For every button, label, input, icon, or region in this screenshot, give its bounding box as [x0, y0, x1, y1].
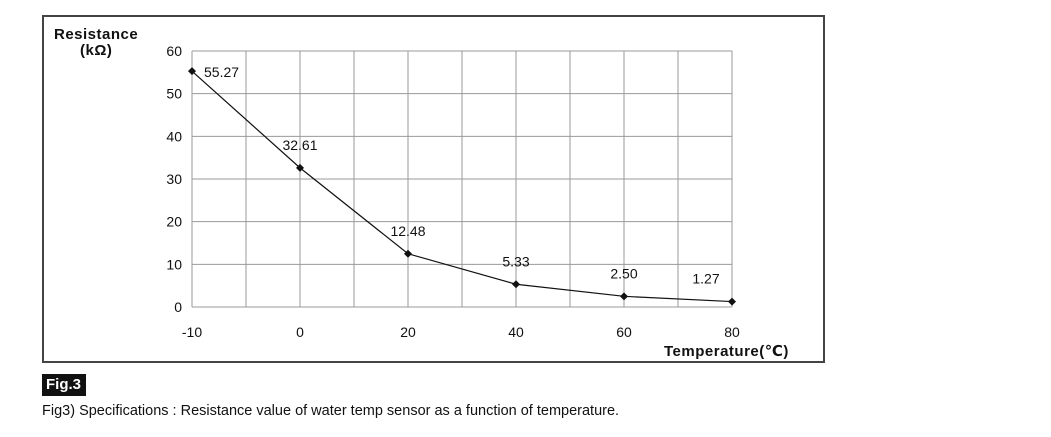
grid	[191, 50, 733, 308]
x-tick-label: 60	[616, 324, 632, 340]
x-tick-label: 0	[296, 324, 304, 340]
x-axis-ticks: -10 0 20 40 60 80	[182, 324, 740, 340]
data-label: 12.48	[390, 223, 425, 239]
data-label: 32.61	[282, 137, 317, 153]
data-label: 55.27	[204, 64, 239, 80]
x-tick-label: 80	[724, 324, 740, 340]
series-line-path	[191, 70, 733, 303]
y-tick-label: 60	[166, 43, 182, 59]
data-label: 5.33	[502, 253, 529, 269]
series-line	[191, 70, 733, 303]
data-point-marker	[188, 67, 196, 76]
data-point-marker	[296, 163, 304, 172]
figure-badge: Fig.3	[42, 374, 87, 396]
figure-caption: Fig3) Specifications : Resistance value …	[42, 403, 620, 419]
data-point-marker	[404, 249, 412, 258]
data-point-marker	[512, 280, 520, 289]
x-tick-label: 40	[508, 324, 524, 340]
y-axis-unit: (kΩ)	[80, 42, 112, 59]
x-axis-title: Temperature(℃)	[664, 343, 789, 360]
y-tick-label: 0	[174, 299, 182, 315]
y-tick-label: 20	[166, 214, 182, 230]
y-tick-label: 50	[166, 86, 182, 102]
y-tick-label: 40	[166, 128, 182, 144]
data-label: 2.50	[610, 265, 637, 281]
y-tick-label: 10	[166, 256, 182, 272]
data-label: 1.27	[692, 271, 719, 287]
x-tick-label: 20	[400, 324, 416, 340]
series-markers	[188, 67, 736, 306]
x-tick-label: -10	[182, 324, 202, 340]
chart-frame: 0 10 20 30 40 50 60 -10 0 20 40 60 80 55.27 32.61 12.…	[42, 15, 825, 363]
y-tick-label: 30	[166, 171, 182, 187]
data-point-marker	[620, 292, 628, 301]
y-axis-ticks: 0 10 20 30 40 50 60	[166, 43, 182, 315]
y-axis-title: Resistance	[54, 26, 138, 43]
data-labels: 55.27 32.61 12.48 5.33 2.50 1.27	[204, 64, 720, 286]
data-point-marker	[728, 297, 736, 306]
